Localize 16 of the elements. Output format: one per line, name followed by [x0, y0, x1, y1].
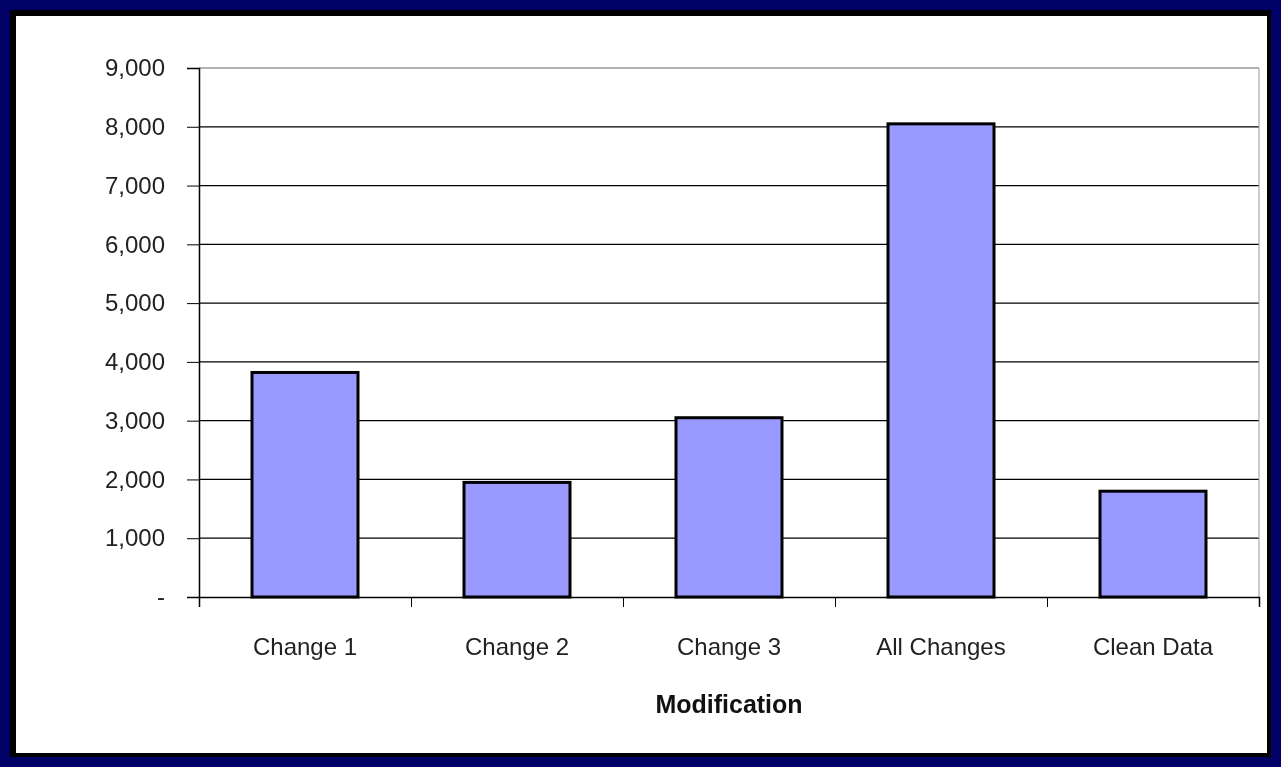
y-tick-label: 3,000: [104, 406, 165, 434]
y-tick-label: 6,000: [104, 230, 165, 258]
y-tick-label: 1,000: [104, 524, 165, 552]
y-tick-label: 7,000: [104, 171, 165, 199]
x-axis-title: Modification: [655, 690, 803, 718]
x-tick-label: Change 3: [676, 633, 782, 660]
y-tick-label: 8,000: [104, 112, 165, 140]
y-tick-label: -: [157, 583, 165, 611]
y-tick-label: 4,000: [104, 348, 165, 376]
x-tick-label: Change 1: [252, 633, 358, 660]
x-tick-label: Clean Data: [1092, 633, 1214, 660]
y-tick-label: 9,000: [104, 54, 165, 82]
x-tick-label: Change 2: [464, 633, 570, 660]
y-tick-label: 5,000: [104, 289, 165, 317]
y-tick-label: 2,000: [104, 465, 165, 493]
x-tick-label: All Changes: [876, 633, 1006, 660]
